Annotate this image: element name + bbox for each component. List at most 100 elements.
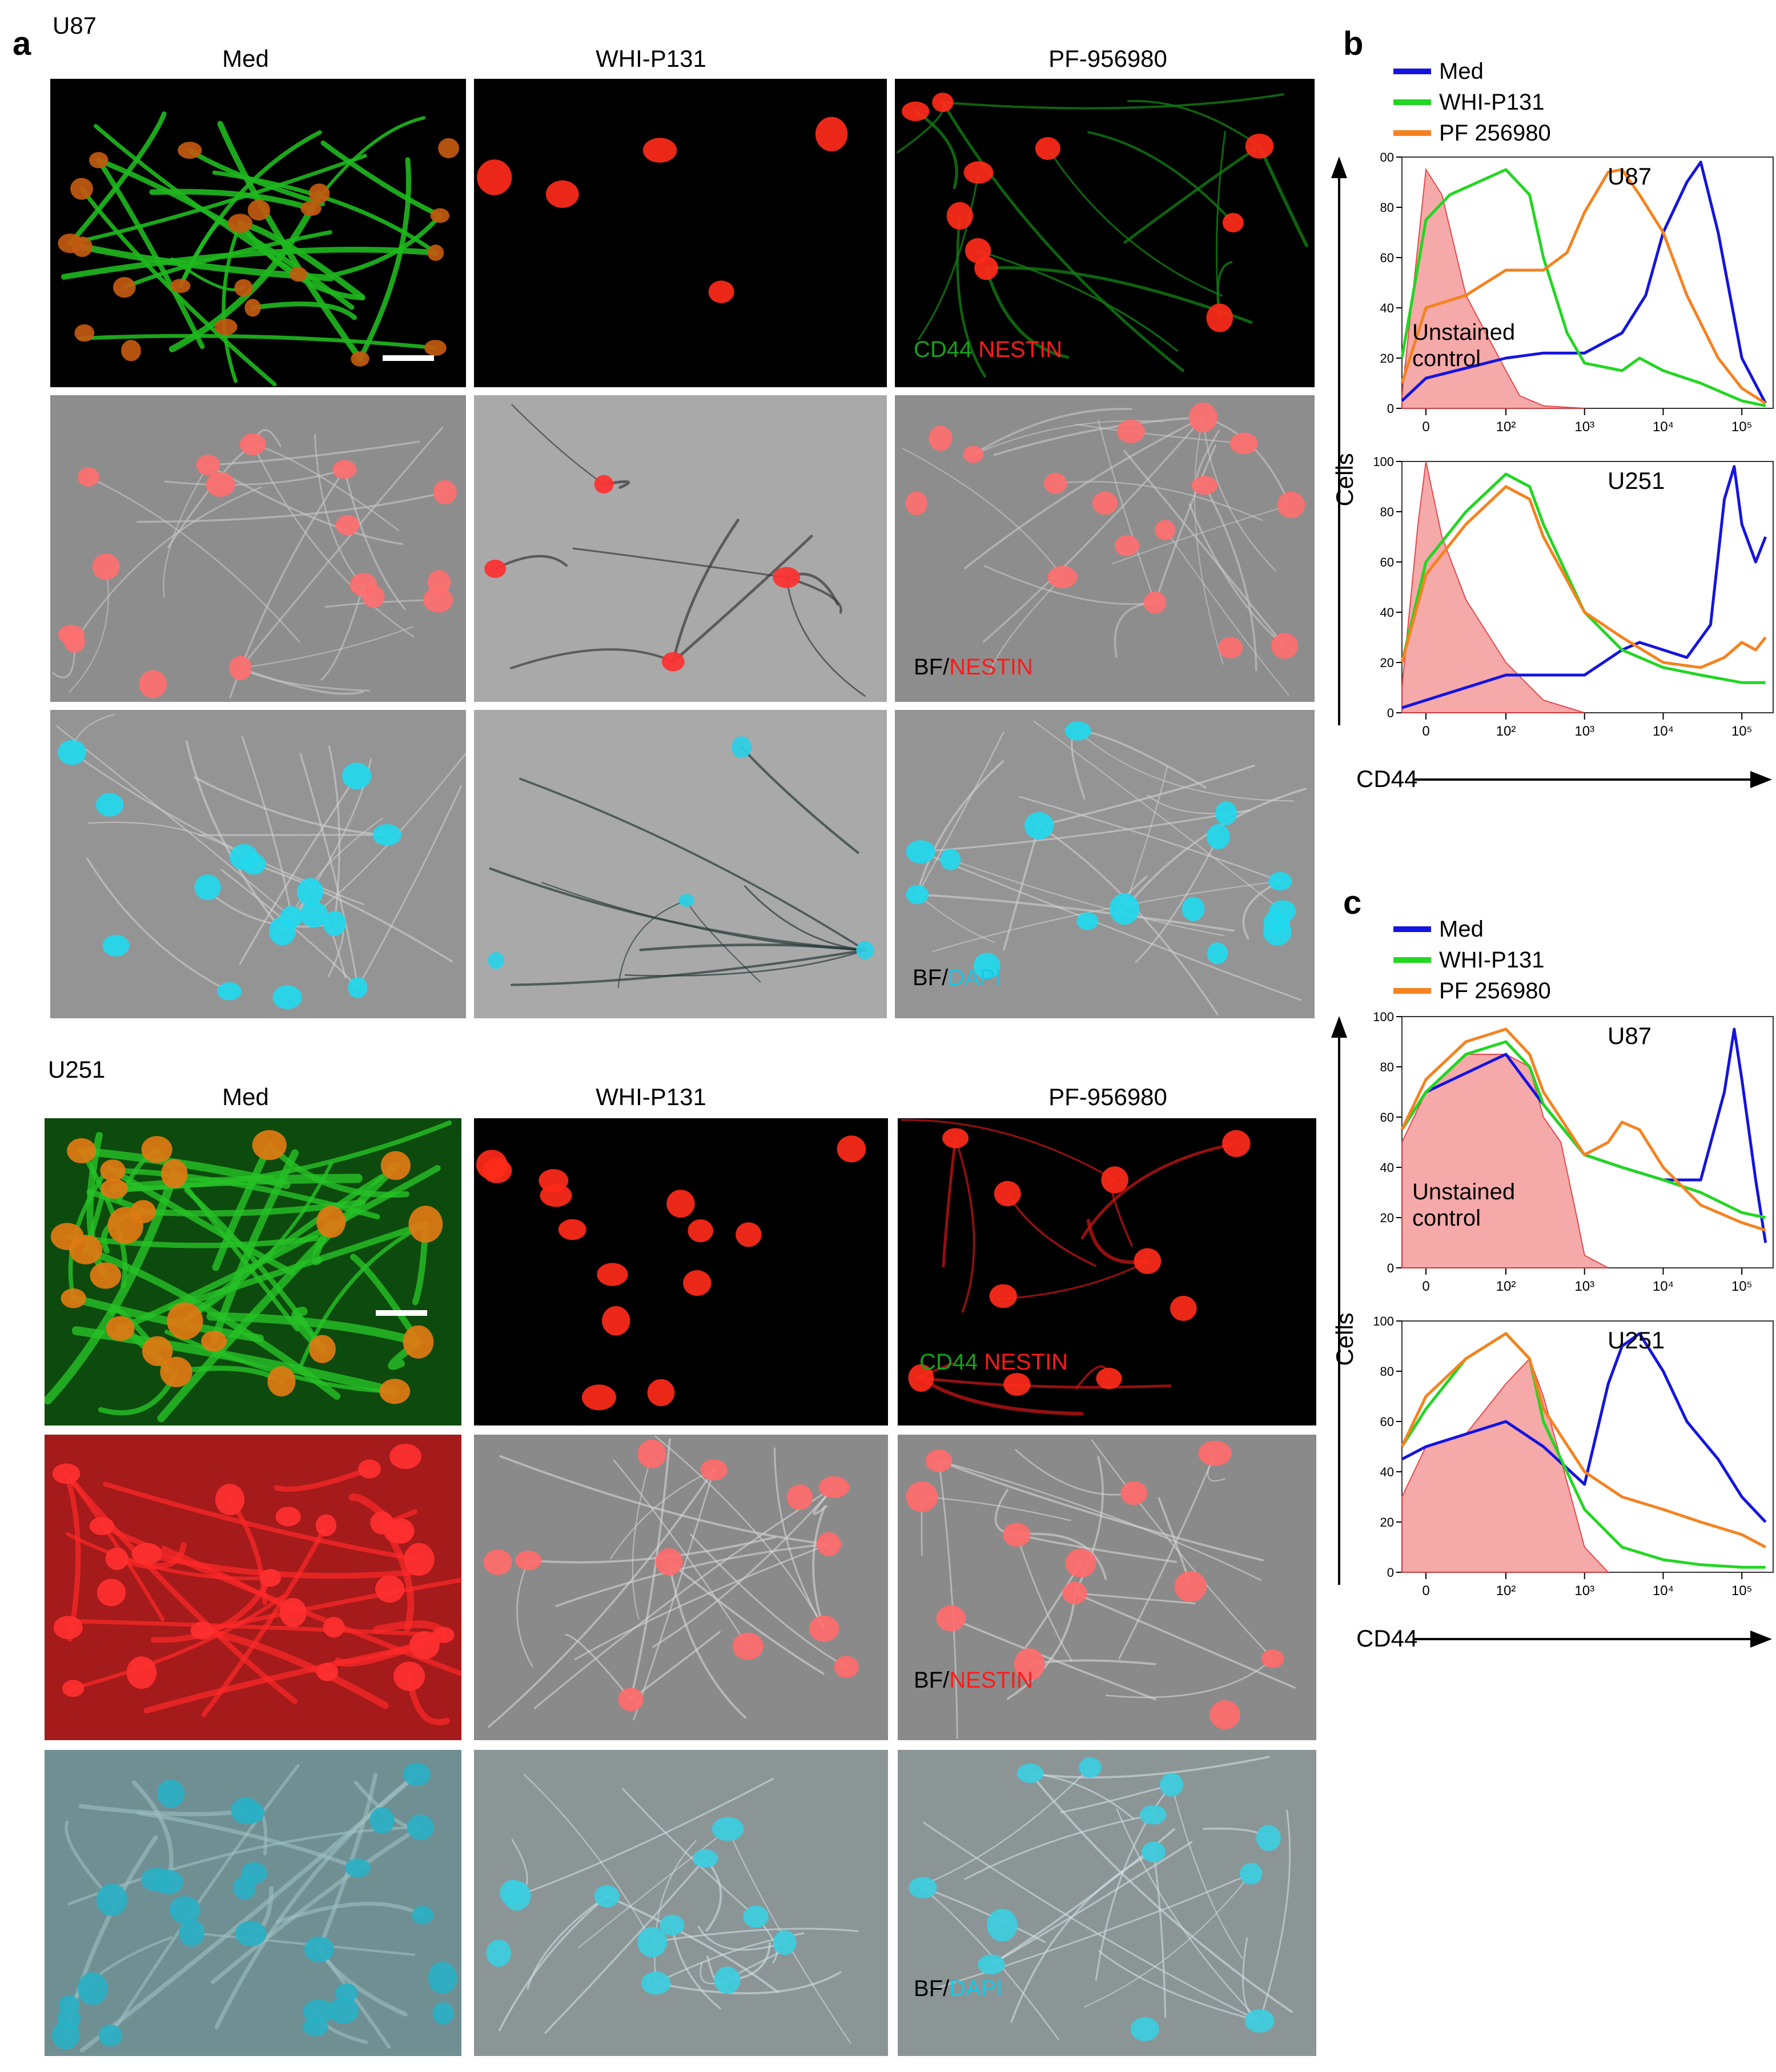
y-tick-label: 0 [1387, 1261, 1394, 1275]
micrograph-texture [474, 1435, 888, 1740]
legend-item-med: Med [1393, 56, 1551, 87]
u251-pf-cd44-nestin-image [898, 1118, 1316, 1425]
y-tick-label: 60 [1380, 251, 1394, 265]
u251-bf-dapi-label: BF/DAPI [914, 1977, 1003, 2000]
x-arrow-head [1750, 771, 1772, 788]
micrograph-texture [45, 1435, 461, 1740]
x-tick-label: 0 [1422, 1279, 1429, 1294]
y-tick-label: 80 [1380, 1364, 1394, 1379]
nestin-label: NESTIN [949, 1668, 1033, 1693]
legend-label: Med [1439, 916, 1484, 942]
x-tick-label: 10⁴ [1653, 1583, 1674, 1599]
bf-label: BF/ [913, 965, 949, 990]
x-tick-label: 10² [1496, 724, 1516, 739]
x-tick-label: 10⁴ [1653, 724, 1674, 739]
legend-label: PF 256980 [1439, 978, 1551, 1003]
panel-c-legend: Med WHI-P131 PF 256980 [1393, 914, 1551, 1006]
y-tick-label: 0 [1387, 706, 1394, 720]
x-tick-label: 10⁵ [1731, 1583, 1753, 1599]
micrograph-texture [898, 1435, 1316, 1740]
series-whi-p131 [1400, 168, 1766, 408]
x-tick-label: 10³ [1574, 1583, 1594, 1599]
histogram-title: U87 [1608, 1022, 1652, 1049]
x-tick-label: 10⁵ [1731, 419, 1753, 435]
dapi-label: DAPI [948, 965, 1002, 990]
x-tick-label: 10³ [1574, 419, 1594, 435]
series-whi-p131 [1400, 1040, 1766, 1219]
u87-pf-cd44-nestin-image [895, 79, 1315, 387]
y-tick-label: 20 [1380, 1515, 1394, 1529]
micrograph-texture [45, 1750, 461, 2056]
legend-label: PF 256980 [1439, 120, 1551, 146]
x-tick-label: 0 [1422, 724, 1429, 739]
u87-whi-bf-nestin-image [474, 395, 887, 702]
u251-whi-cd44-nestin-image [474, 1118, 888, 1425]
legend-swatch-pf [1393, 988, 1431, 994]
series-med [1401, 465, 1767, 709]
panel-b-letter: b [1343, 25, 1364, 62]
bf-label: BF/ [914, 1976, 950, 2001]
u251-med-bf-nestin-image [45, 1435, 461, 1740]
legend-item-pf: PF 256980 [1393, 118, 1551, 148]
x-tick-label: 10² [1496, 1583, 1516, 1599]
legend-label: WHI-P131 [1439, 89, 1545, 115]
x-axis-label: CD44 [1356, 1625, 1417, 1652]
legend-swatch-med [1393, 69, 1431, 74]
unstained-label: Unstained [1412, 320, 1515, 345]
bf-label: BF/ [914, 1668, 950, 1693]
histogram-u251: 0 20 40 60 80 100 0 10² 10³ 10⁴ 10⁵ U251 [1373, 455, 1774, 739]
panel-c-flow-chart: Cells CD44 0 20 40 60 80 100 0 10² 10³ 10⁴ 10⁵ U87 Uns… [1328, 1002, 1776, 1676]
u87-whi-cd44-nestin-image [474, 79, 887, 387]
series-unstained-control [1401, 461, 1585, 713]
y-tick-label: 100 [1373, 1010, 1394, 1024]
micrograph-texture [898, 1750, 1316, 2056]
u251-col-whi: WHI-P131 [596, 1083, 706, 1110]
series-whi-p131 [1400, 1332, 1766, 1569]
nestin-label: NESTIN [984, 1350, 1068, 1375]
u251-med-bf-dapi-image [45, 1750, 461, 2056]
histogram-title: U251 [1608, 1327, 1665, 1354]
legend-swatch-pf [1393, 130, 1431, 136]
legend-swatch-med [1393, 926, 1431, 932]
y-tick-label: 60 [1380, 555, 1394, 569]
series-pf-256980 [1400, 485, 1767, 669]
control-label: control [1412, 1206, 1481, 1231]
y-tick-label: 20 [1380, 656, 1394, 670]
u87-col-whi: WHI-P131 [596, 45, 706, 72]
y-tick-label: 0 [1387, 401, 1394, 416]
panel-c-svg: Cells CD44 0 20 40 60 80 100 0 10² 10³ 10⁴ 10⁵ U87 Uns… [1331, 1010, 1774, 1652]
scale-bar [383, 355, 434, 361]
x-tick-label: 10⁵ [1731, 1279, 1753, 1294]
micrograph-texture [50, 395, 466, 702]
u251-whi-bf-dapi-image [474, 1750, 888, 2056]
u87-pf-bf-nestin-image [895, 395, 1315, 702]
legend-swatch-whi [1393, 957, 1431, 963]
u87-col-med: Med [222, 45, 269, 72]
u87-whi-bf-dapi-image [474, 710, 887, 1018]
panel-a-letter: a [13, 25, 31, 62]
y-tick-label: 80 [1380, 1060, 1394, 1074]
histogram-u251: 0 20 40 60 80 100 0 10² 10³ 10⁴ 10⁵ U251 [1373, 1314, 1774, 1599]
micrograph-texture [474, 395, 887, 702]
u87-med-bf-dapi-image [50, 710, 466, 1018]
u251-bf-nestin-label: BF/NESTIN [914, 1669, 1033, 1692]
y-tick-label: 40 [1380, 605, 1394, 620]
u251-med-cd44-nestin-image [45, 1118, 461, 1425]
micrograph-texture [50, 710, 466, 1018]
y-tick-label: 60 [1380, 1415, 1394, 1429]
legend-item-med: Med [1393, 914, 1551, 945]
x-tick-label: 10⁴ [1653, 419, 1674, 435]
legend-label: WHI-P131 [1439, 947, 1545, 973]
y-arrow-head [1331, 156, 1347, 178]
scale-bar [376, 1310, 427, 1316]
y-arrow-head [1331, 1016, 1347, 1038]
y-axis-label: Cells [1331, 1312, 1358, 1366]
u251-col-pf: PF-956980 [1048, 1083, 1167, 1110]
cd44-label: CD44 [919, 1350, 978, 1375]
control-label: control [1412, 346, 1481, 371]
u87-col-pf: PF-956980 [1048, 45, 1167, 72]
histogram-u87: 0 20 40 60 80 100 0 10² 10³ 10⁴ 10⁵ U87 Unstainedcon… [1373, 1010, 1774, 1294]
dapi-label: DAPI [949, 1976, 1003, 2001]
